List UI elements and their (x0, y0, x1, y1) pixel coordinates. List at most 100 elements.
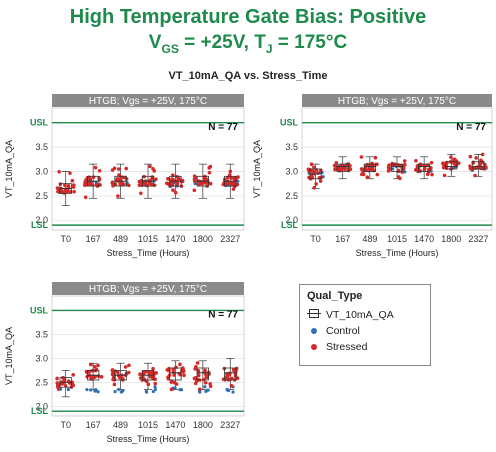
stressed-point (142, 371, 146, 376)
y-axis-label: VT_10mA_QA (4, 140, 14, 198)
x-tick-label: 1800 (441, 234, 461, 244)
legend-item-stressed: Stressed (307, 341, 367, 355)
stressed-point (154, 177, 158, 181)
panel-header-label: HTGB; Vgs = +25V, 175°C (89, 284, 207, 295)
box-iqr (363, 163, 376, 172)
title-vgs-prefix: V (148, 32, 162, 53)
y-tick-label: 3.0 (285, 166, 298, 176)
stressed-point (309, 162, 314, 166)
stressed-point (207, 166, 212, 170)
stressed-point (454, 159, 459, 163)
stressed-point (166, 375, 170, 380)
box-iqr (224, 367, 237, 381)
title-vgs-mid: = +25V, T (178, 32, 266, 53)
stressed-point (164, 181, 169, 186)
stressed-point (198, 387, 202, 391)
stressed-point (478, 162, 483, 167)
stressed-point (116, 194, 120, 198)
stressed-point (359, 167, 364, 171)
stressed-point (229, 383, 234, 388)
stressed-point (338, 167, 343, 172)
stressed-point (400, 170, 404, 174)
stressed-point (148, 164, 152, 169)
y-tick-label: 3.5 (285, 142, 298, 152)
stressed-point (172, 373, 176, 377)
usl-label: USL (30, 118, 49, 128)
stressed-point (138, 372, 143, 376)
x-tick-label: 1470 (165, 420, 185, 430)
x-tick-label: 2327 (468, 234, 488, 244)
stressed-point (195, 377, 200, 382)
stressed-point (201, 181, 205, 185)
stressed-point (154, 371, 158, 375)
stressed-point (388, 166, 392, 171)
panel-header-label: HTGB; Vgs = +25V, 175°C (89, 96, 207, 107)
control-point (89, 388, 93, 392)
stressed-point (480, 152, 485, 157)
stressed-point (208, 381, 212, 386)
stressed-point (375, 172, 380, 177)
stressed-point (204, 375, 209, 380)
stressed-point (235, 376, 240, 381)
stressed-point (429, 160, 434, 165)
stressed-point (334, 161, 339, 165)
stressed-point (227, 173, 232, 177)
stressed-point (166, 176, 170, 181)
x-axis-label: Stress_Time (Hours) (356, 248, 439, 258)
box-iqr (196, 367, 210, 381)
y-axis-label: VT_10mA_QA (4, 327, 14, 385)
stressed-point (390, 162, 395, 167)
stressed-point (395, 162, 400, 167)
stressed-point (233, 182, 238, 186)
stressed-point (449, 160, 453, 165)
x-tick-label: 2327 (220, 420, 240, 430)
y-axis-label: VT_10mA_QA (252, 140, 262, 198)
stressed-point (312, 165, 316, 170)
stressed-point (152, 169, 157, 173)
x-tick-label: 1015 (138, 234, 158, 244)
lsl-label: LSL (31, 220, 49, 230)
stressed-point (192, 188, 197, 193)
red-dot-icon (307, 341, 321, 353)
control-point (85, 388, 89, 392)
control-point (231, 390, 235, 394)
stressed-point (171, 367, 175, 372)
stressed-point (83, 195, 88, 200)
stressed-point (366, 167, 371, 172)
stressed-point (72, 189, 76, 194)
stressed-point (180, 366, 185, 370)
stressed-point (63, 183, 67, 188)
stressed-point (151, 366, 155, 371)
x-tick-label: 167 (335, 234, 350, 244)
box-iqr (445, 161, 458, 170)
x-tick-label: 2327 (220, 234, 240, 244)
stressed-point (126, 183, 131, 188)
stressed-point (201, 377, 206, 382)
stressed-point (361, 172, 366, 177)
stressed-point (348, 167, 353, 172)
stressed-point (147, 370, 151, 375)
control-point (96, 390, 100, 394)
title-vgs-subscript: GS (161, 41, 179, 56)
stressed-point (57, 170, 61, 174)
stressed-point (414, 167, 419, 171)
box-iqr (472, 161, 485, 170)
panel-header-bar (52, 282, 244, 295)
legend-label: Control (326, 325, 360, 338)
stressed-point (442, 173, 447, 178)
stressed-point (96, 363, 100, 368)
title-tj-subscript: J (265, 41, 273, 56)
x-tick-label: T0 (310, 234, 321, 244)
x-tick-label: 489 (113, 420, 128, 430)
y-tick-label: 2.0 (35, 401, 48, 411)
x-axis-label: Stress_Time (Hours) (107, 434, 190, 444)
stressed-point (228, 169, 233, 174)
x-tick-label: 167 (86, 234, 101, 244)
legend-title: Qual_Type (307, 290, 363, 302)
stressed-point (402, 159, 407, 163)
stressed-point (62, 378, 66, 383)
sample-count-label: N = 77 (456, 122, 486, 133)
stressed-point (207, 170, 212, 175)
stressed-point (227, 372, 232, 377)
usl-label: USL (30, 305, 49, 315)
